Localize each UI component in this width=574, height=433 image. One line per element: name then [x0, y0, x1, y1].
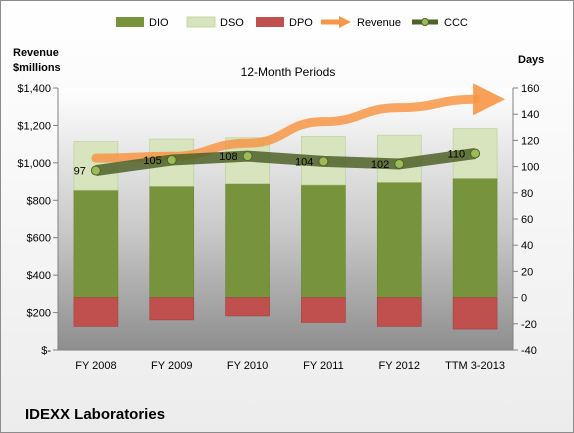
right-tick-label: 20 [521, 266, 533, 278]
legend-label-revenue: Revenue [357, 17, 401, 29]
x-tick-label: FY 2011 [303, 360, 344, 372]
right-tick-label: 100 [521, 162, 539, 174]
left-tick-label: $800 [27, 195, 51, 207]
ccc-data-label: 110 [448, 149, 466, 161]
bar-dpo [73, 297, 119, 327]
legend-label-dpo: DPO [289, 17, 313, 29]
ccc-point [242, 151, 253, 162]
x-tick-label: FY 2012 [379, 360, 420, 372]
bar-dio [225, 183, 270, 298]
legend-swatch-dio [116, 17, 144, 27]
ccc-data-label: 105 [143, 155, 161, 167]
bar-dpo [149, 297, 195, 321]
left-axis-label-line2: $millions [13, 62, 61, 74]
right-tick-label: 40 [521, 240, 533, 252]
ccc-point [318, 156, 329, 167]
left-tick-label: $1,200 [17, 120, 51, 132]
revenue-arrowhead [473, 83, 506, 116]
x-tick-label: FY 2009 [151, 360, 192, 372]
ccc-data-label: 97 [74, 166, 86, 178]
ccc-data-label: 102 [371, 159, 389, 171]
right-tick-label: 0 [521, 293, 527, 305]
legend-swatch-revenue [321, 16, 351, 28]
legend-label-ccc: CCC [444, 17, 468, 29]
x-tick-label: FY 2010 [227, 360, 268, 372]
chart-title: 12-Month Periods [241, 65, 336, 79]
left-tick-label: $1,000 [17, 158, 51, 170]
left-tick-label: $600 [27, 233, 51, 245]
legend-swatch-dpo [256, 17, 284, 27]
right-axis-label: Days [518, 54, 544, 66]
legend-swatch-ccc [412, 18, 438, 26]
right-tick-label: -20 [521, 319, 537, 331]
left-tick-label: $400 [27, 270, 51, 282]
ccc-point [90, 165, 101, 176]
left-tick-label: $200 [27, 308, 51, 320]
right-tick-label: 160 [521, 83, 539, 95]
bar-dio [301, 184, 346, 298]
ccc-point [166, 155, 177, 166]
legend-swatch-dso [186, 16, 216, 28]
left-tick-label: $1,400 [17, 83, 51, 95]
right-tick-label: 80 [521, 188, 533, 200]
left-tick-label: $- [41, 345, 51, 357]
ccc-line [95, 148, 476, 176]
right-tick-label: 140 [521, 109, 539, 121]
ccc-data-label: 104 [295, 156, 313, 168]
bar-dio [452, 178, 498, 298]
ccc-point [394, 158, 405, 169]
bar-dpo [301, 297, 346, 323]
legend-label-dso: DSO [220, 17, 244, 29]
ccc-point [470, 148, 481, 159]
bar-dpo [452, 297, 498, 330]
bar-dpo [225, 297, 270, 317]
x-tick-label: TTM 3-2013 [445, 360, 505, 372]
left-axis-label-line1: Revenue [13, 47, 59, 59]
bar-dpo [376, 297, 422, 327]
legend-label-dio: DIO [149, 17, 169, 29]
legend: DIO DSO DPO Revenue CCC [116, 16, 468, 29]
ccc-data-label: 108 [219, 151, 237, 163]
x-tick-label: FY 2008 [75, 360, 116, 372]
company-name: IDEXX Laboratories [25, 406, 165, 423]
right-tick-label: -40 [521, 345, 537, 357]
bar-dio [149, 185, 195, 298]
bar-dio [73, 189, 119, 298]
right-tick-label: 120 [521, 135, 539, 147]
right-tick-label: 60 [521, 214, 533, 226]
